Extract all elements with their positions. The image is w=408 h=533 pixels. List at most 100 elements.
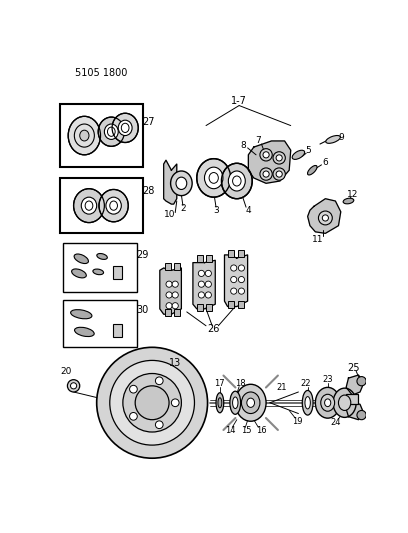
Circle shape xyxy=(231,265,237,271)
Polygon shape xyxy=(160,268,182,314)
Bar xyxy=(228,251,234,257)
Circle shape xyxy=(130,413,137,420)
Text: 3: 3 xyxy=(213,206,219,215)
Circle shape xyxy=(97,348,208,458)
Ellipse shape xyxy=(322,215,328,221)
Ellipse shape xyxy=(68,116,100,155)
Circle shape xyxy=(357,377,366,386)
Ellipse shape xyxy=(308,165,317,175)
Text: 10: 10 xyxy=(164,211,175,220)
Text: 18: 18 xyxy=(235,379,246,388)
Bar xyxy=(63,300,137,348)
Text: 16: 16 xyxy=(256,426,267,435)
Ellipse shape xyxy=(235,384,266,421)
Polygon shape xyxy=(248,141,291,183)
Text: 1-7: 1-7 xyxy=(231,96,247,106)
Text: 27: 27 xyxy=(142,117,155,127)
Ellipse shape xyxy=(247,398,255,407)
Ellipse shape xyxy=(233,397,238,408)
Ellipse shape xyxy=(80,130,89,141)
Ellipse shape xyxy=(302,391,313,415)
Ellipse shape xyxy=(273,152,285,164)
Circle shape xyxy=(172,303,178,309)
Ellipse shape xyxy=(273,168,285,180)
Text: 22: 22 xyxy=(301,379,311,388)
Text: 7: 7 xyxy=(255,136,261,146)
Polygon shape xyxy=(224,255,248,306)
Ellipse shape xyxy=(75,327,94,336)
Circle shape xyxy=(171,399,179,407)
Ellipse shape xyxy=(74,254,89,263)
Ellipse shape xyxy=(104,124,118,140)
Circle shape xyxy=(123,374,182,432)
Ellipse shape xyxy=(339,395,351,410)
Circle shape xyxy=(110,360,195,445)
Ellipse shape xyxy=(276,155,282,161)
Ellipse shape xyxy=(222,163,252,199)
Circle shape xyxy=(155,421,163,429)
Ellipse shape xyxy=(242,392,260,414)
Circle shape xyxy=(166,281,172,287)
Text: 9: 9 xyxy=(339,133,344,142)
Text: 29: 29 xyxy=(137,250,149,260)
Bar xyxy=(113,266,122,279)
Ellipse shape xyxy=(218,398,222,408)
Ellipse shape xyxy=(97,254,107,260)
Ellipse shape xyxy=(325,399,331,407)
Polygon shape xyxy=(346,375,364,395)
Bar xyxy=(237,251,244,257)
Ellipse shape xyxy=(93,269,104,274)
Ellipse shape xyxy=(321,394,335,411)
Circle shape xyxy=(135,386,169,419)
Ellipse shape xyxy=(106,197,121,214)
Text: 2: 2 xyxy=(180,204,186,213)
Text: 4: 4 xyxy=(246,206,251,215)
Ellipse shape xyxy=(292,150,305,159)
Ellipse shape xyxy=(197,159,231,197)
Ellipse shape xyxy=(263,152,269,158)
Circle shape xyxy=(198,281,204,287)
Ellipse shape xyxy=(230,391,241,414)
Text: 19: 19 xyxy=(292,417,302,426)
Text: 23: 23 xyxy=(322,375,333,384)
Circle shape xyxy=(166,292,172,298)
Circle shape xyxy=(205,281,211,287)
Circle shape xyxy=(172,281,178,287)
Circle shape xyxy=(238,277,244,282)
Bar xyxy=(165,309,171,316)
Ellipse shape xyxy=(98,117,124,147)
Ellipse shape xyxy=(318,211,332,225)
Ellipse shape xyxy=(118,120,132,135)
Ellipse shape xyxy=(176,177,187,189)
Text: 8: 8 xyxy=(240,141,246,150)
Text: 24: 24 xyxy=(330,417,341,426)
Circle shape xyxy=(205,270,211,277)
Circle shape xyxy=(231,288,237,294)
Ellipse shape xyxy=(333,388,356,417)
Text: 26: 26 xyxy=(208,324,220,334)
Bar xyxy=(237,301,244,308)
Text: 21: 21 xyxy=(276,383,287,392)
Bar xyxy=(60,178,143,233)
Ellipse shape xyxy=(73,189,104,223)
Ellipse shape xyxy=(216,393,224,413)
Bar xyxy=(206,255,212,262)
Ellipse shape xyxy=(71,310,92,319)
Circle shape xyxy=(238,265,244,271)
Bar xyxy=(197,304,203,311)
Bar xyxy=(174,309,180,316)
Ellipse shape xyxy=(99,189,128,222)
Ellipse shape xyxy=(260,168,272,180)
Text: 20: 20 xyxy=(60,367,71,376)
Circle shape xyxy=(198,270,204,277)
Ellipse shape xyxy=(204,167,223,189)
Circle shape xyxy=(231,277,237,282)
Bar xyxy=(346,393,359,405)
Bar xyxy=(174,263,180,270)
Bar xyxy=(206,304,212,311)
Circle shape xyxy=(205,292,211,298)
Bar xyxy=(197,255,203,262)
Circle shape xyxy=(155,377,163,385)
Text: 25: 25 xyxy=(348,363,360,373)
Polygon shape xyxy=(193,260,215,309)
